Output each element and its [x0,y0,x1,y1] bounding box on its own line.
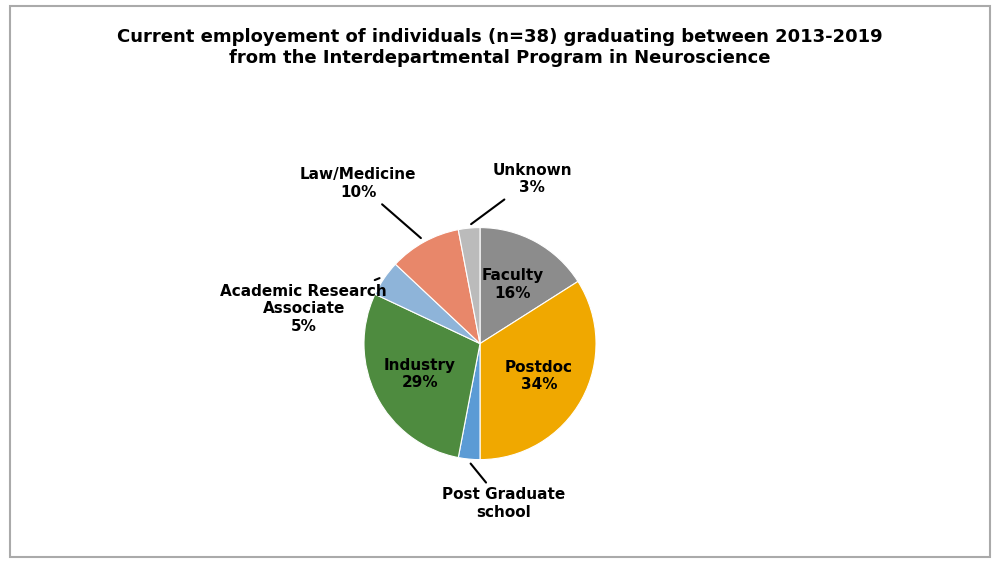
Wedge shape [375,264,480,343]
Wedge shape [395,230,480,343]
Text: Industry
29%: Industry 29% [384,358,456,390]
Wedge shape [458,343,480,459]
Text: Postdoc
34%: Postdoc 34% [505,360,573,392]
Wedge shape [364,294,480,458]
Wedge shape [458,227,480,343]
Text: Post Graduate
school: Post Graduate school [442,463,565,520]
Text: Current employement of individuals (n=38) graduating between 2013-2019
from the : Current employement of individuals (n=38… [117,28,883,67]
Wedge shape [480,282,596,459]
Text: Unknown
3%: Unknown 3% [471,163,572,224]
Text: Academic Research
Associate
5%: Academic Research Associate 5% [220,278,387,334]
Wedge shape [480,227,578,343]
Text: Faculty
16%: Faculty 16% [481,269,544,301]
Text: Law/Medicine
10%: Law/Medicine 10% [300,167,421,238]
